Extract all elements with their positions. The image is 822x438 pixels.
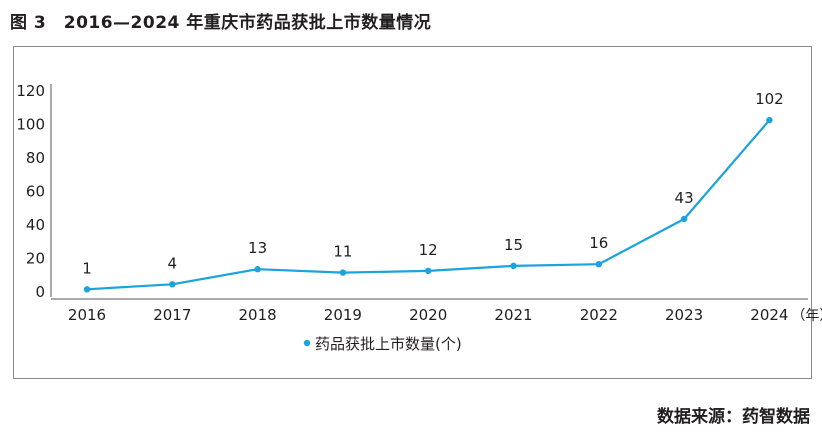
data-label: 4 xyxy=(168,254,178,272)
data-label: 11 xyxy=(333,243,352,261)
x-tick-label: 2023 xyxy=(665,306,703,324)
x-tick-label: 2018 xyxy=(239,306,277,324)
data-point-marker xyxy=(83,286,91,293)
data-label: 102 xyxy=(755,90,784,108)
x-unit-label: （年） xyxy=(791,308,822,324)
series-line xyxy=(86,119,771,291)
x-tick-label: 2019 xyxy=(324,306,362,324)
legend-label: 药品获批上市数量(个) xyxy=(315,335,462,353)
data-point-marker xyxy=(339,269,347,276)
x-tick-label: 2021 xyxy=(494,306,532,324)
data-point-marker xyxy=(254,266,261,273)
y-tick-label: 100 xyxy=(16,116,45,134)
chart-frame xyxy=(13,46,812,379)
data-label: 1 xyxy=(82,259,92,277)
chart-data-labels: 1 4 13 11 12 15 16 43 102 xyxy=(82,90,783,277)
legend-marker xyxy=(303,339,311,347)
x-tick-label: 2016 xyxy=(68,306,106,324)
data-point-marker xyxy=(766,116,773,124)
data-point-marker xyxy=(425,267,432,275)
data-point-marker xyxy=(595,261,602,268)
data-label: 12 xyxy=(419,241,438,259)
y-tick-label: 120 xyxy=(16,82,45,100)
data-source-note: 数据来源：药智数据 xyxy=(657,407,810,427)
data-label: 16 xyxy=(589,234,608,252)
figure-title: 图 3 2016—2024 年重庆市药品获批上市数量情况 xyxy=(10,13,432,33)
x-tick-label: 2024 xyxy=(750,306,788,324)
y-tick-label: 80 xyxy=(26,149,45,167)
x-tick-label: 2020 xyxy=(409,306,447,324)
data-label: 13 xyxy=(248,239,267,257)
chart-axes: 0 20 40 60 80 100 120 2016 2017 2018 2019 2020 2021 2… xyxy=(16,82,822,324)
data-label: 43 xyxy=(675,189,694,207)
chart-series xyxy=(83,116,773,293)
data-point-marker xyxy=(510,262,517,270)
data-point-marker xyxy=(169,281,176,288)
x-tick-label: 2022 xyxy=(580,306,618,324)
y-tick-label: 60 xyxy=(26,183,45,201)
x-tick-label: 2017 xyxy=(153,306,191,324)
chart-legend: 药品获批上市数量(个) xyxy=(303,335,462,353)
y-tick-label: 0 xyxy=(35,283,45,301)
y-tick-label: 40 xyxy=(26,216,45,234)
y-tick-label: 20 xyxy=(26,250,45,268)
data-label: 15 xyxy=(504,236,523,254)
data-point-marker xyxy=(680,215,688,223)
